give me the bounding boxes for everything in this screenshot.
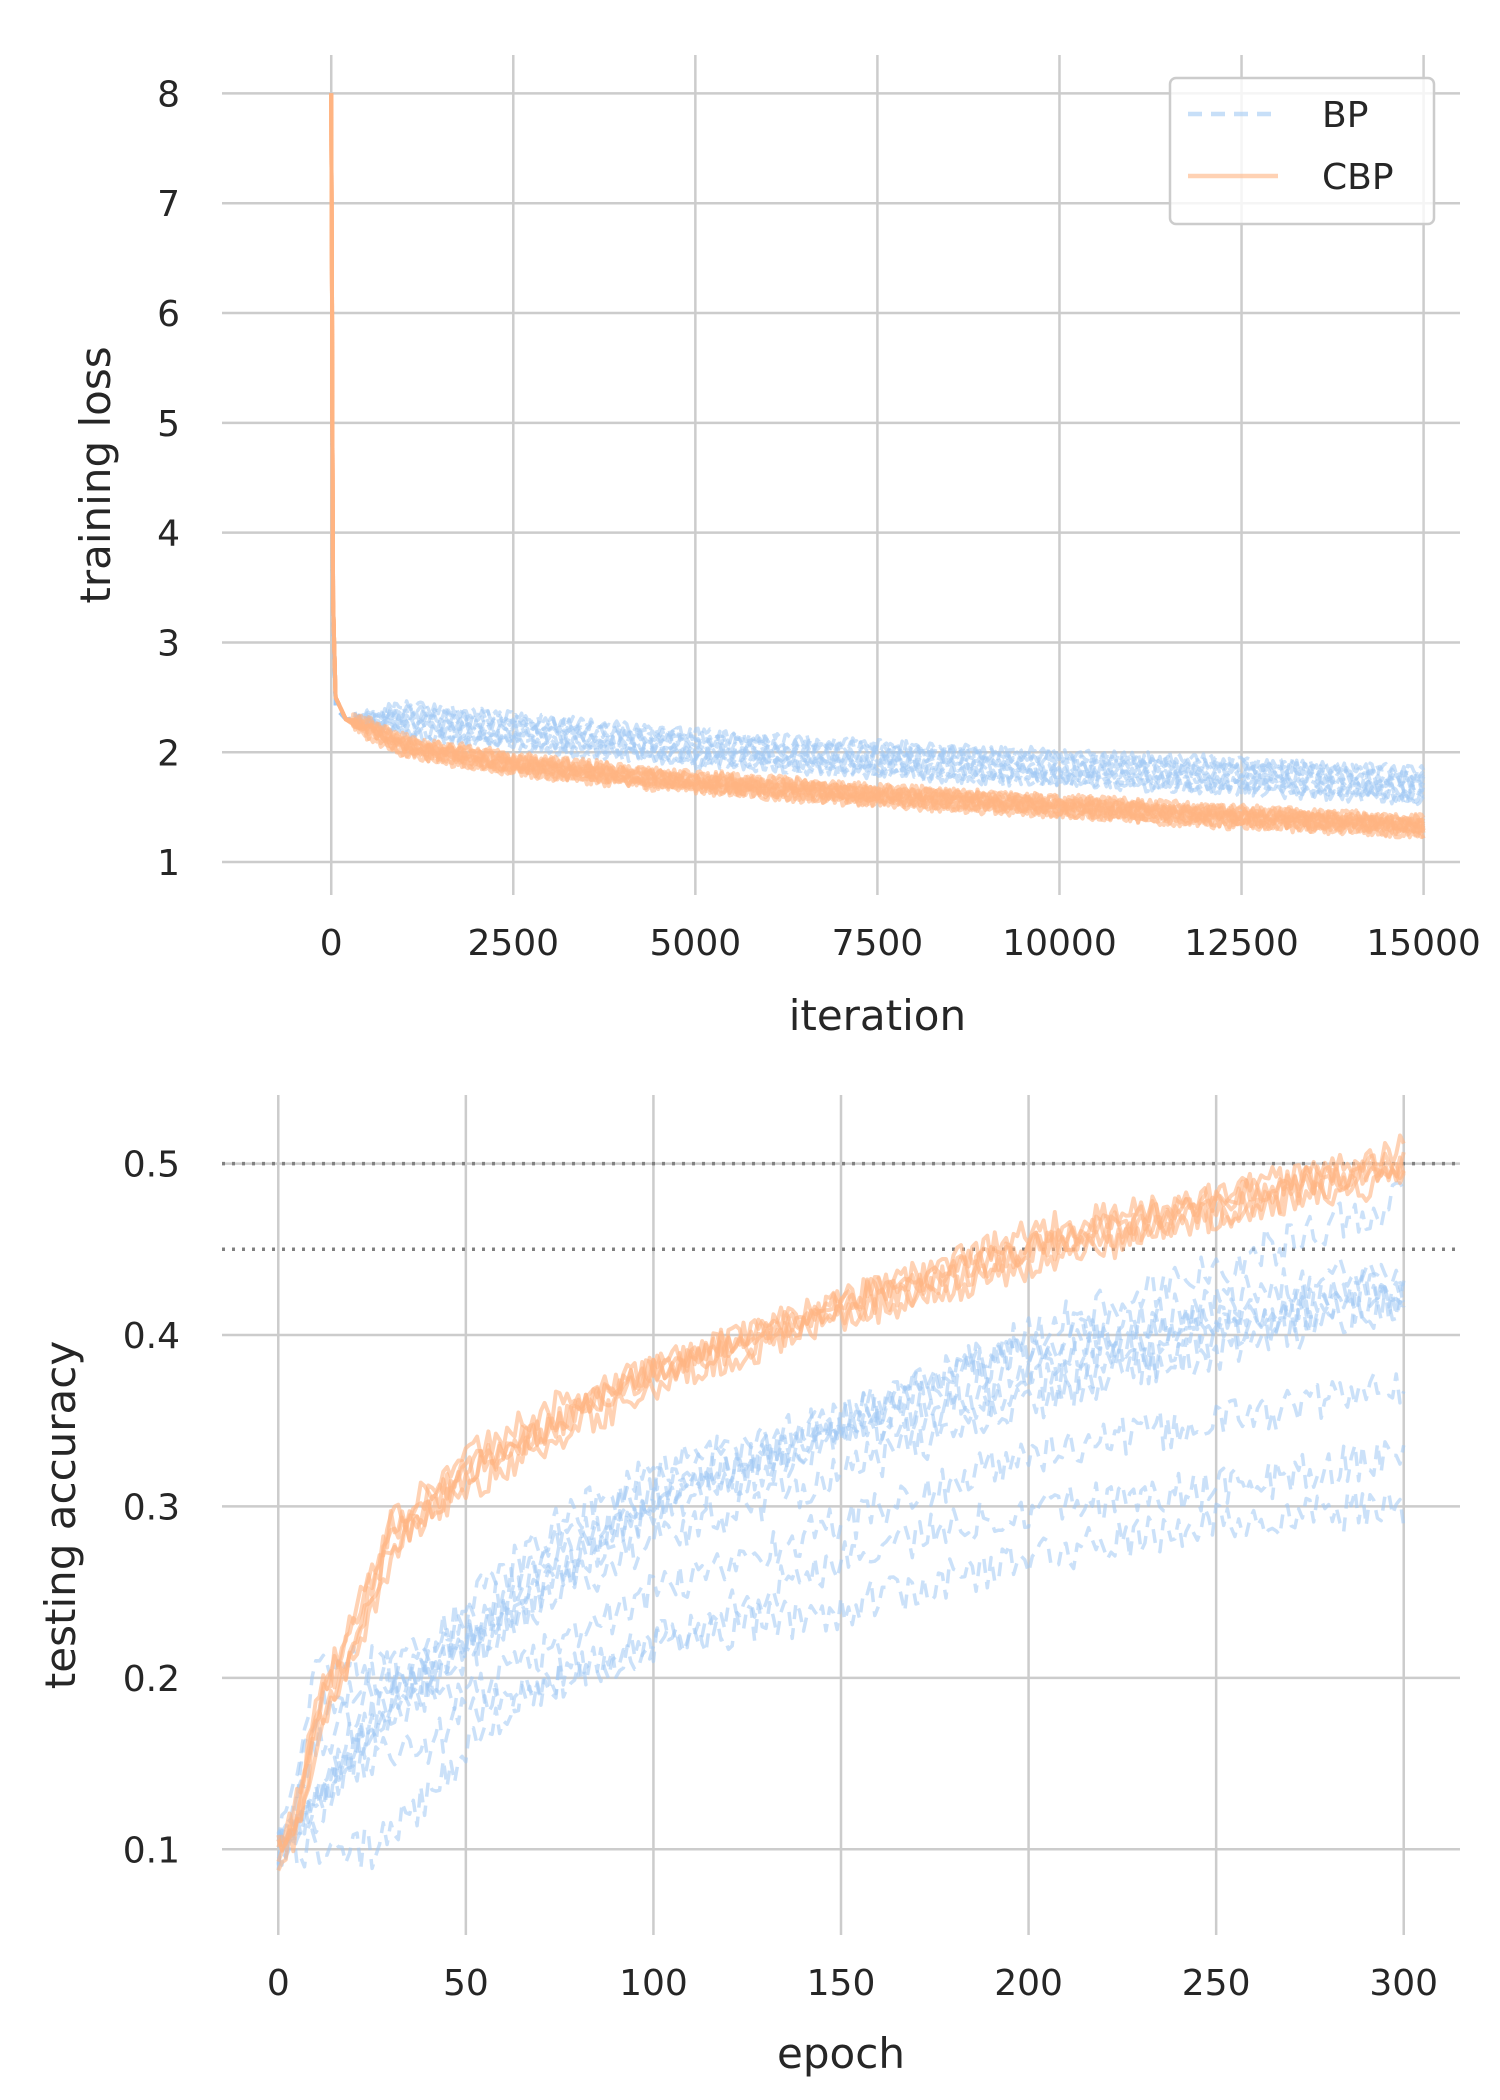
y-tick-label: 1 (157, 843, 180, 884)
bp-series-line (276, 1372, 1406, 1842)
x-tick-label: 2500 (467, 923, 559, 964)
testing-accuracy-panel: 0 50 100 150 200 250 300 0.1 0.2 0.3 0.4 0.5 epoch te… (36, 1095, 1460, 2078)
x-tick-label: 0 (320, 923, 343, 964)
y-tick-label: 0.4 (123, 1316, 180, 1357)
legend: BP CBP (1168, 76, 1436, 226)
x-tick-label: 7500 (832, 923, 924, 964)
legend-box (1168, 76, 1436, 226)
bp-series-line (276, 1284, 1406, 1865)
y-tick-label: 0.2 (123, 1659, 180, 1700)
y-tick-label: 7 (157, 184, 180, 225)
bp-series-line (329, 93, 1426, 791)
x-tick-label: 12500 (1184, 923, 1299, 964)
y-tick-label: 0.3 (123, 1487, 180, 1528)
x-tick-label: 150 (807, 1963, 876, 2004)
y-axis-label: testing accuracy (36, 1341, 85, 1689)
bp-series-line (276, 1269, 1406, 1857)
x-tick-label: 100 (619, 1963, 688, 2004)
bp-series-line (276, 1283, 1406, 1859)
y-tick-label: 8 (157, 74, 180, 115)
x-tick-label: 250 (1182, 1963, 1251, 2004)
x-tick-label: 15000 (1366, 923, 1481, 964)
legend-label: BP (1322, 95, 1368, 136)
bp-series-line (276, 1256, 1405, 1839)
y-tick-label: 6 (157, 294, 180, 335)
x-axis-label: epoch (777, 2029, 905, 2078)
bp-series-line (276, 1440, 1406, 1866)
x-tick-label: 300 (1369, 1963, 1438, 2004)
x-tick-label: 50 (443, 1963, 489, 2004)
y-axis-label: training loss (71, 346, 120, 603)
x-tick-label: 0 (267, 1963, 290, 2004)
y-tick-label: 0.5 (123, 1145, 180, 1186)
y-tick-label: 3 (157, 623, 180, 664)
cbp-series-line (329, 93, 1426, 826)
y-tick-label: 4 (157, 514, 180, 555)
bp-series-line (276, 1488, 1406, 1871)
bp-series-line (277, 1272, 1406, 1834)
y-tick-label: 2 (157, 733, 180, 774)
bp-series-line (329, 93, 1426, 777)
x-tick-label: 5000 (650, 923, 742, 964)
cbp-series-line (276, 1133, 1406, 1853)
x-tick-label: 10000 (1002, 923, 1117, 964)
y-tick-label: 0.1 (123, 1830, 180, 1871)
bp-series-line (329, 93, 1425, 798)
x-tick-label: 200 (994, 1963, 1063, 2004)
y-tick-label: 5 (157, 404, 180, 445)
x-axis-label: iteration (789, 991, 966, 1040)
legend-label: CBP (1322, 157, 1394, 198)
bp-series-line (329, 93, 1425, 804)
